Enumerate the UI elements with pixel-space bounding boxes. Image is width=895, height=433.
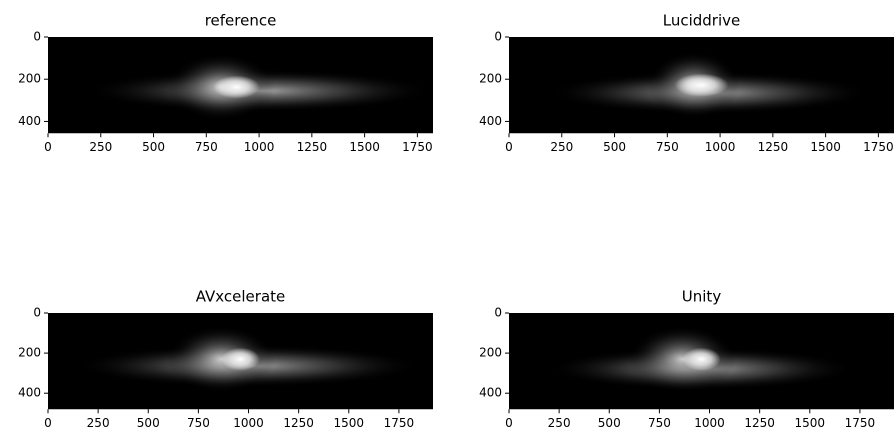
x-tick-label: 0 <box>44 416 52 430</box>
x-tick-label: 1250 <box>283 416 314 430</box>
x-tick-label: 500 <box>598 416 621 430</box>
y-tick-label: 400 <box>479 386 502 400</box>
x-tick-label: 500 <box>137 416 160 430</box>
y-tick-label: 200 <box>479 72 502 86</box>
y-tick-label: 0 <box>33 30 41 44</box>
y-tick-label: 200 <box>18 346 41 360</box>
x-tick-label: 500 <box>603 140 626 154</box>
x-tick-label: 0 <box>505 416 513 430</box>
x-tick-label: 1500 <box>334 416 365 430</box>
x-tick-label: 750 <box>656 140 679 154</box>
image-glow-spot <box>213 75 260 99</box>
x-tick-label: 1000 <box>705 140 736 154</box>
subplot: Unity 0 250 500 750 1000 1250 1500 1750 0 200 400 <box>479 288 894 430</box>
y-tick-label: 400 <box>18 386 41 400</box>
x-tick-label: 250 <box>550 140 573 154</box>
y-tick-label: 0 <box>33 306 41 320</box>
x-tick-label: 250 <box>89 140 112 154</box>
y-tick-label: 0 <box>494 30 502 44</box>
x-tick-label: 500 <box>142 140 165 154</box>
subplot: reference 0 250 500 750 1000 1250 1500 1750 0 200 4… <box>18 12 433 154</box>
x-tick-label: 0 <box>505 140 513 154</box>
subplot: Luciddrive 0 250 500 750 1000 1250 1500 1750 0 200… <box>479 12 894 154</box>
x-tick-label: 750 <box>187 416 210 430</box>
image-glow-spot <box>682 347 721 371</box>
y-tick-label: 400 <box>479 114 502 128</box>
x-tick-label: 1500 <box>795 416 826 430</box>
x-tick-label: 1250 <box>758 140 789 154</box>
subplot: AVxcelerate 0 250 500 750 1000 1250 1500 1750 0 20… <box>18 288 433 430</box>
subplot-title: Luciddrive <box>663 12 741 30</box>
y-tick-label: 0 <box>494 306 502 320</box>
y-tick-label: 400 <box>18 114 41 128</box>
x-tick-label: 0 <box>44 140 52 154</box>
x-tick-label: 1500 <box>349 140 380 154</box>
y-tick-label: 200 <box>479 346 502 360</box>
x-tick-label: 250 <box>548 416 571 430</box>
image-glow-spot <box>674 73 729 97</box>
x-tick-label: 1000 <box>233 416 264 430</box>
x-tick-label: 1750 <box>402 140 433 154</box>
x-tick-label: 1000 <box>694 416 725 430</box>
x-tick-label: 1750 <box>863 140 894 154</box>
image-glow-spot <box>221 347 260 371</box>
x-tick-label: 750 <box>195 140 218 154</box>
x-tick-label: 1500 <box>810 140 841 154</box>
y-tick-label: 200 <box>18 72 41 86</box>
x-tick-label: 750 <box>648 416 671 430</box>
x-tick-label: 1250 <box>744 416 775 430</box>
subplot-title: AVxcelerate <box>196 288 286 306</box>
x-tick-label: 1750 <box>384 416 415 430</box>
x-tick-label: 250 <box>87 416 110 430</box>
subplot-title: reference <box>205 12 277 30</box>
x-tick-label: 1250 <box>297 140 328 154</box>
x-tick-label: 1750 <box>845 416 876 430</box>
subplot-title: Unity <box>682 288 722 306</box>
x-tick-label: 1000 <box>244 140 275 154</box>
